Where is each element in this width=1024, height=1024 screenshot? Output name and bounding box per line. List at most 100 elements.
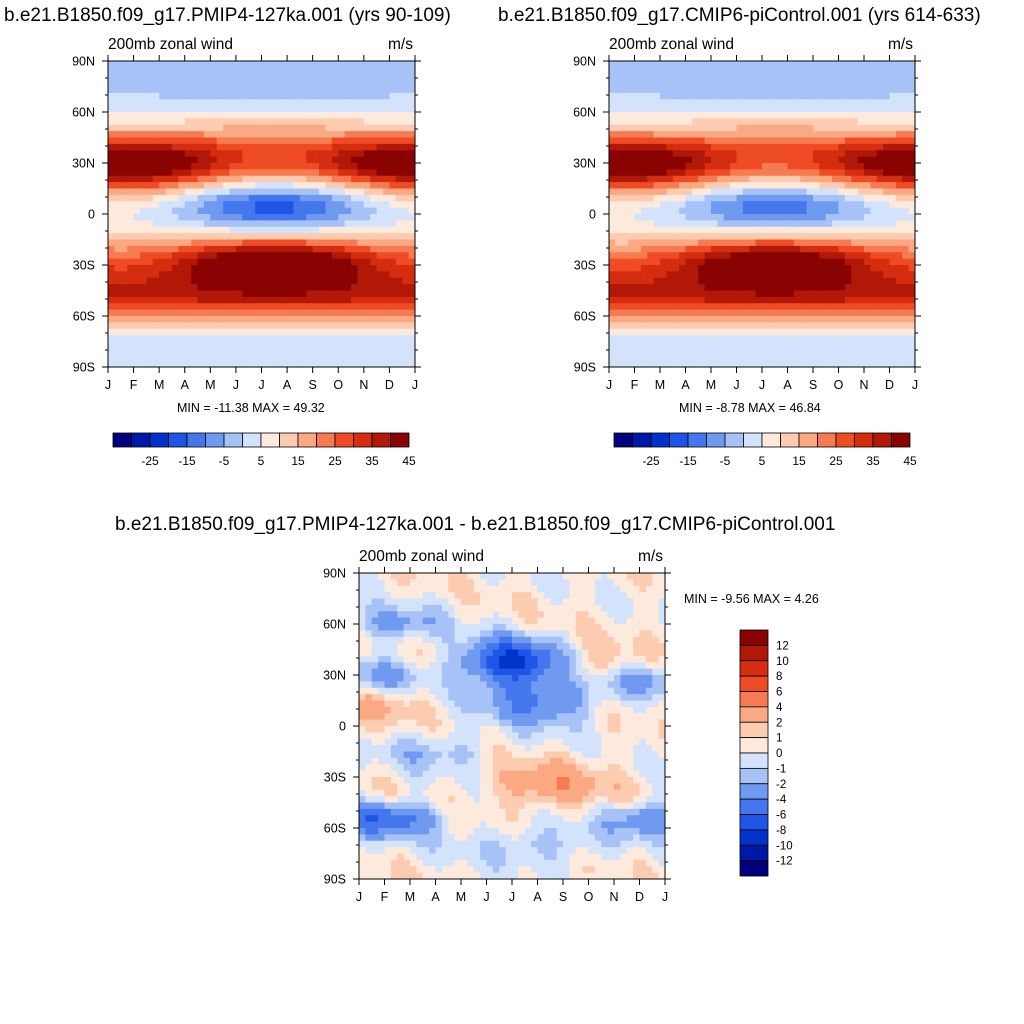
field-cell bbox=[287, 61, 295, 68]
field-cell bbox=[216, 214, 224, 221]
field-cell bbox=[819, 188, 827, 196]
field-cell bbox=[287, 226, 295, 234]
field-cell bbox=[793, 360, 801, 367]
field-cell bbox=[299, 214, 307, 221]
field-cell bbox=[359, 662, 366, 670]
field-cell bbox=[319, 265, 327, 272]
field-cell bbox=[787, 360, 795, 367]
field-cell bbox=[191, 73, 199, 81]
field-cell bbox=[344, 92, 352, 100]
field-cell bbox=[749, 92, 757, 100]
field-cell bbox=[408, 303, 415, 311]
field-cell bbox=[908, 341, 915, 349]
field-cell bbox=[114, 92, 122, 100]
field-cell bbox=[351, 290, 359, 298]
field-cell bbox=[344, 143, 352, 151]
field-cell bbox=[235, 265, 243, 272]
field-cell bbox=[666, 265, 674, 272]
field-cell bbox=[679, 92, 687, 100]
field-cell bbox=[197, 175, 205, 183]
field-cell bbox=[408, 131, 415, 139]
field-cell bbox=[621, 61, 629, 68]
field-cell bbox=[203, 150, 211, 158]
field-cell bbox=[114, 99, 122, 107]
field-cell bbox=[762, 124, 769, 132]
field-cell bbox=[755, 182, 763, 190]
field-cell bbox=[647, 296, 655, 304]
field-cell bbox=[197, 347, 205, 355]
field-cell bbox=[312, 150, 320, 158]
field-cell bbox=[299, 118, 307, 126]
field-cell bbox=[851, 163, 859, 170]
field-cell bbox=[376, 214, 384, 221]
field-cell bbox=[319, 175, 327, 183]
field-cell bbox=[319, 169, 327, 177]
field-cell bbox=[229, 360, 237, 367]
field-cell bbox=[255, 303, 263, 311]
field-cell bbox=[223, 182, 231, 190]
field-cell bbox=[242, 309, 250, 317]
field-cell bbox=[120, 61, 128, 68]
field-cell bbox=[383, 290, 391, 298]
field-cell bbox=[634, 265, 642, 272]
field-cell bbox=[203, 92, 211, 100]
field-cell bbox=[306, 328, 314, 336]
field-cell bbox=[838, 67, 846, 75]
field-cell bbox=[691, 61, 699, 68]
field-cell bbox=[857, 360, 865, 367]
field-cell bbox=[108, 112, 115, 119]
field-cell bbox=[832, 80, 840, 88]
field-cell bbox=[274, 290, 282, 298]
field-cell bbox=[832, 124, 840, 132]
field-cell bbox=[120, 277, 128, 285]
field-cell bbox=[152, 226, 160, 234]
field-cell bbox=[319, 328, 327, 336]
field-cell bbox=[408, 347, 415, 355]
field-cell bbox=[274, 156, 282, 164]
field-cell bbox=[628, 207, 636, 215]
field-cell bbox=[704, 105, 712, 113]
field-cell bbox=[660, 245, 667, 253]
field-cell bbox=[857, 143, 865, 151]
field-cell bbox=[679, 284, 687, 292]
field-cell bbox=[628, 220, 636, 228]
field-cell bbox=[851, 182, 859, 190]
field-cell bbox=[679, 175, 687, 183]
field-cell bbox=[159, 150, 167, 158]
field-cell bbox=[299, 239, 307, 247]
field-cell bbox=[365, 598, 373, 606]
field-cell bbox=[331, 92, 339, 100]
field-cell bbox=[736, 105, 744, 113]
field-cell bbox=[210, 220, 218, 228]
field-cell bbox=[235, 124, 243, 132]
field-cell bbox=[306, 143, 314, 151]
field-cell bbox=[806, 61, 814, 68]
field-cell bbox=[331, 271, 339, 279]
field-cell bbox=[762, 201, 769, 209]
field-cell bbox=[609, 290, 616, 298]
field-cell bbox=[171, 265, 179, 272]
field-cell bbox=[851, 322, 859, 330]
field-cell bbox=[306, 169, 314, 177]
field-cell bbox=[832, 99, 840, 107]
field-cell bbox=[908, 226, 915, 234]
field-cell bbox=[660, 214, 667, 221]
field-cell bbox=[191, 233, 199, 241]
field-cell bbox=[255, 124, 263, 132]
field-cell bbox=[819, 118, 827, 126]
field-cell bbox=[870, 169, 878, 177]
field-cell bbox=[408, 156, 415, 164]
field-cell bbox=[216, 360, 224, 367]
field-cell bbox=[216, 175, 224, 183]
field-cell bbox=[691, 137, 699, 145]
field-cell bbox=[653, 163, 661, 170]
field-cell bbox=[312, 341, 320, 349]
field-cell bbox=[666, 271, 674, 279]
field-cell bbox=[133, 194, 141, 202]
field-cell bbox=[844, 284, 852, 292]
field-cell bbox=[672, 226, 680, 234]
field-cell bbox=[383, 156, 391, 164]
field-cell bbox=[242, 182, 250, 190]
field-cell bbox=[203, 316, 211, 323]
field-cell bbox=[691, 335, 699, 343]
